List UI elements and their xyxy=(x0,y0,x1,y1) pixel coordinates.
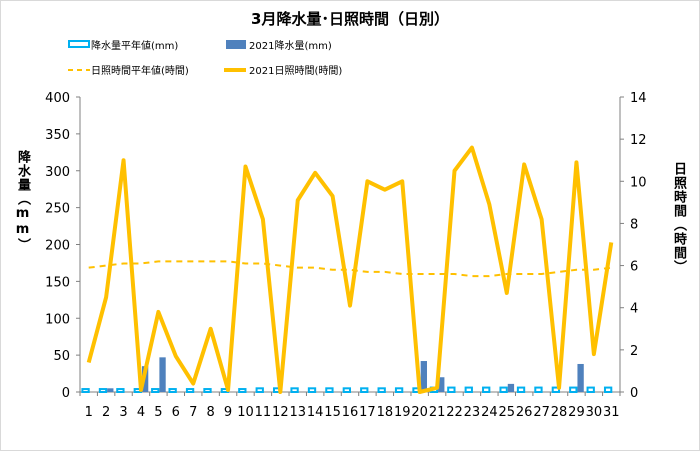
x-tick-label: 3 xyxy=(119,405,127,420)
bar-precip-2021 xyxy=(159,357,166,392)
bar-precip-normal xyxy=(325,387,334,393)
x-tick-label: 27 xyxy=(533,405,550,420)
y-axis-label-right: 日照時間（時間） xyxy=(671,162,686,274)
bar-precip-normal xyxy=(203,388,212,393)
legend-label-precip-2021: 2021降水量(mm) xyxy=(249,39,332,52)
bar-precip-normal xyxy=(360,387,369,393)
x-tick-label: 19 xyxy=(394,405,411,420)
bar-precip-normal xyxy=(394,387,404,393)
bar-precip-normal xyxy=(534,386,543,394)
x-tick-label: 30 xyxy=(586,405,603,420)
bar-precip-normal xyxy=(603,386,613,394)
bar-precip-normal xyxy=(586,386,595,394)
y-tick-label-left: 150 xyxy=(45,275,70,290)
x-tick-label: 18 xyxy=(377,405,394,420)
x-tick-label: 10 xyxy=(237,405,254,420)
bar-precip-normal xyxy=(482,386,491,394)
y-tick-label-left: 300 xyxy=(45,165,70,180)
bar-precip-normal xyxy=(377,387,386,393)
x-tick-label: 15 xyxy=(324,405,341,420)
legend-label-sunshine-2021: 2021日照時間(時間) xyxy=(249,65,342,77)
x-tick-label: 29 xyxy=(568,405,585,420)
bar-precip-normal xyxy=(151,388,160,393)
x-tick-label: 16 xyxy=(342,405,359,420)
legend-swatch-precip-2021 xyxy=(226,40,246,49)
y-tick-label-left: 200 xyxy=(45,239,70,254)
y-tick-label-right: 4 xyxy=(630,302,638,317)
y-tick-label-left: 50 xyxy=(53,349,70,364)
y-tick-label-left: 350 xyxy=(45,128,70,143)
x-tick-label: 1 xyxy=(85,405,93,420)
y-tick-label-right: 0 xyxy=(630,386,638,401)
y-tick-label-right: 14 xyxy=(630,91,647,106)
bar-precip-normal xyxy=(551,386,561,394)
x-tick-label: 26 xyxy=(516,405,533,420)
bar-precip-2021 xyxy=(507,383,515,392)
y-tick-label-left: 0 xyxy=(62,386,70,401)
bar-precip-2021 xyxy=(420,361,427,392)
x-tick-label: 23 xyxy=(464,405,481,420)
bar-precip-normal xyxy=(516,386,526,394)
bar-precip-normal xyxy=(255,387,264,393)
x-tick-label: 21 xyxy=(429,405,446,420)
y-tick-label-right: 10 xyxy=(630,175,647,190)
x-tick-label: 28 xyxy=(551,405,568,420)
bar-precip-normal xyxy=(307,387,317,393)
bar-precip-normal xyxy=(168,388,177,393)
x-tick-label: 31 xyxy=(603,405,620,420)
x-tick-label: 22 xyxy=(446,405,463,420)
bar-precip-normal xyxy=(98,388,108,393)
bar-precip-normal xyxy=(290,387,299,393)
y-tick-label-right: 2 xyxy=(630,344,638,359)
bar-precip-normal xyxy=(81,388,90,393)
legend-label-precip-normal: 降水量平年値(mm) xyxy=(91,39,178,52)
bar-precip-normal xyxy=(238,388,247,393)
bar-precip-normal xyxy=(499,386,508,394)
x-tick-label: 25 xyxy=(499,405,516,420)
bar-precip-2021 xyxy=(107,388,114,392)
bar-precip-normal xyxy=(569,386,578,394)
x-tick-label: 4 xyxy=(137,405,145,420)
bar-precip-2021 xyxy=(577,363,584,392)
bar-precip-normal xyxy=(116,388,125,393)
x-tick-label: 24 xyxy=(481,405,498,420)
y-axis-label-left: 降水量（mm） xyxy=(15,150,30,252)
bar-precip-2021 xyxy=(438,377,445,392)
y-tick-label-left: 400 xyxy=(45,91,70,106)
x-tick-label: 14 xyxy=(307,405,324,420)
x-tick-label: 2 xyxy=(102,405,110,420)
line-sunshine-2021 xyxy=(86,145,614,394)
x-tick-label: 8 xyxy=(207,405,215,420)
x-tick-label: 5 xyxy=(154,405,162,420)
x-tick-label: 7 xyxy=(189,405,197,420)
x-tick-label: 17 xyxy=(359,405,376,420)
y-tick-label-left: 100 xyxy=(45,312,70,327)
y-tick-label-right: 6 xyxy=(630,260,638,275)
y-tick-label-right: 12 xyxy=(630,133,647,148)
x-tick-label: 20 xyxy=(411,405,428,420)
x-tick-label: 13 xyxy=(289,405,306,420)
x-tick-label: 12 xyxy=(272,405,289,420)
bar-precip-normal xyxy=(342,387,351,393)
legend-swatch-precip-normal xyxy=(68,40,90,48)
x-tick-label: 11 xyxy=(255,405,272,420)
bar-precip-normal xyxy=(185,388,195,393)
y-tick-label-right: 8 xyxy=(630,217,638,232)
bar-precip-normal xyxy=(447,386,456,394)
x-tick-label: 9 xyxy=(224,405,232,420)
line-sunshine-normal xyxy=(88,260,612,278)
legend-label-sunshine-normal: 日照時間平年値(時間) xyxy=(91,64,189,77)
x-tick-label: 6 xyxy=(172,405,180,420)
bar-precip-normal xyxy=(464,386,473,394)
y-tick-label-left: 250 xyxy=(45,202,70,217)
chart-title: 3月降水量･日照時間（日別） xyxy=(251,10,449,28)
